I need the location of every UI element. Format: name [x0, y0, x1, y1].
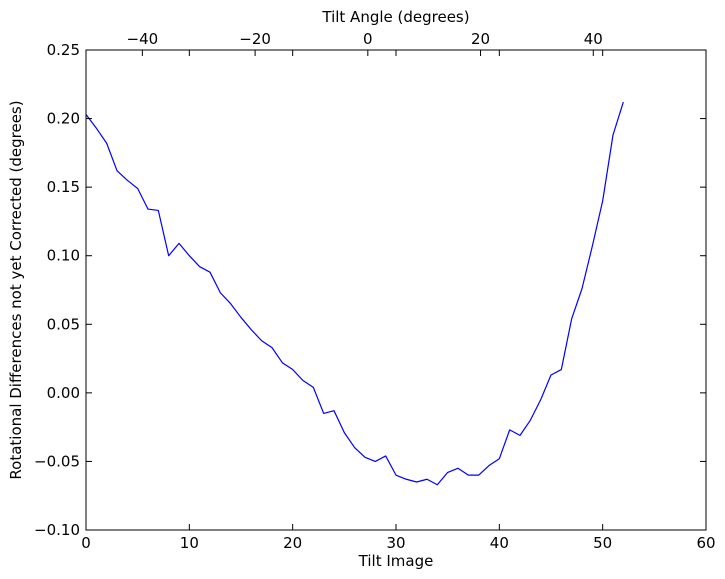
- x-axis-label: Tilt Image: [358, 552, 434, 570]
- y-tick-label: 0.10: [47, 247, 80, 265]
- top-x-tick-label: −20: [239, 30, 271, 48]
- y-tick-label: 0.25: [47, 41, 80, 59]
- y-tick-label: −0.10: [34, 521, 80, 539]
- x-tick-label: 0: [81, 534, 91, 552]
- x-tick-label: 10: [180, 534, 199, 552]
- top-x-tick-label: 20: [471, 30, 490, 48]
- y-axis-label: Rotational Differences not yet Corrected…: [7, 100, 25, 479]
- y-tick-label: 0.00: [47, 384, 80, 402]
- top-x-tick-label: −40: [127, 30, 159, 48]
- plot-frame: [85, 49, 707, 531]
- top-x-axis-label: Tilt Angle (degrees): [321, 8, 469, 26]
- x-tick-label: 30: [386, 534, 405, 552]
- x-tick-label: 20: [283, 534, 302, 552]
- top-x-tick-label: 0: [363, 30, 373, 48]
- y-tick-label: 0.15: [47, 178, 80, 196]
- y-tick-label: −0.05: [34, 452, 80, 470]
- x-tick-label: 60: [696, 534, 715, 552]
- y-tick-label: 0.20: [47, 110, 80, 128]
- top-x-tick-label: 40: [584, 30, 603, 48]
- y-tick-label: 0.05: [47, 315, 80, 333]
- x-tick-label: 50: [593, 534, 612, 552]
- x-tick-label: 40: [490, 534, 509, 552]
- series-line: [85, 101, 624, 486]
